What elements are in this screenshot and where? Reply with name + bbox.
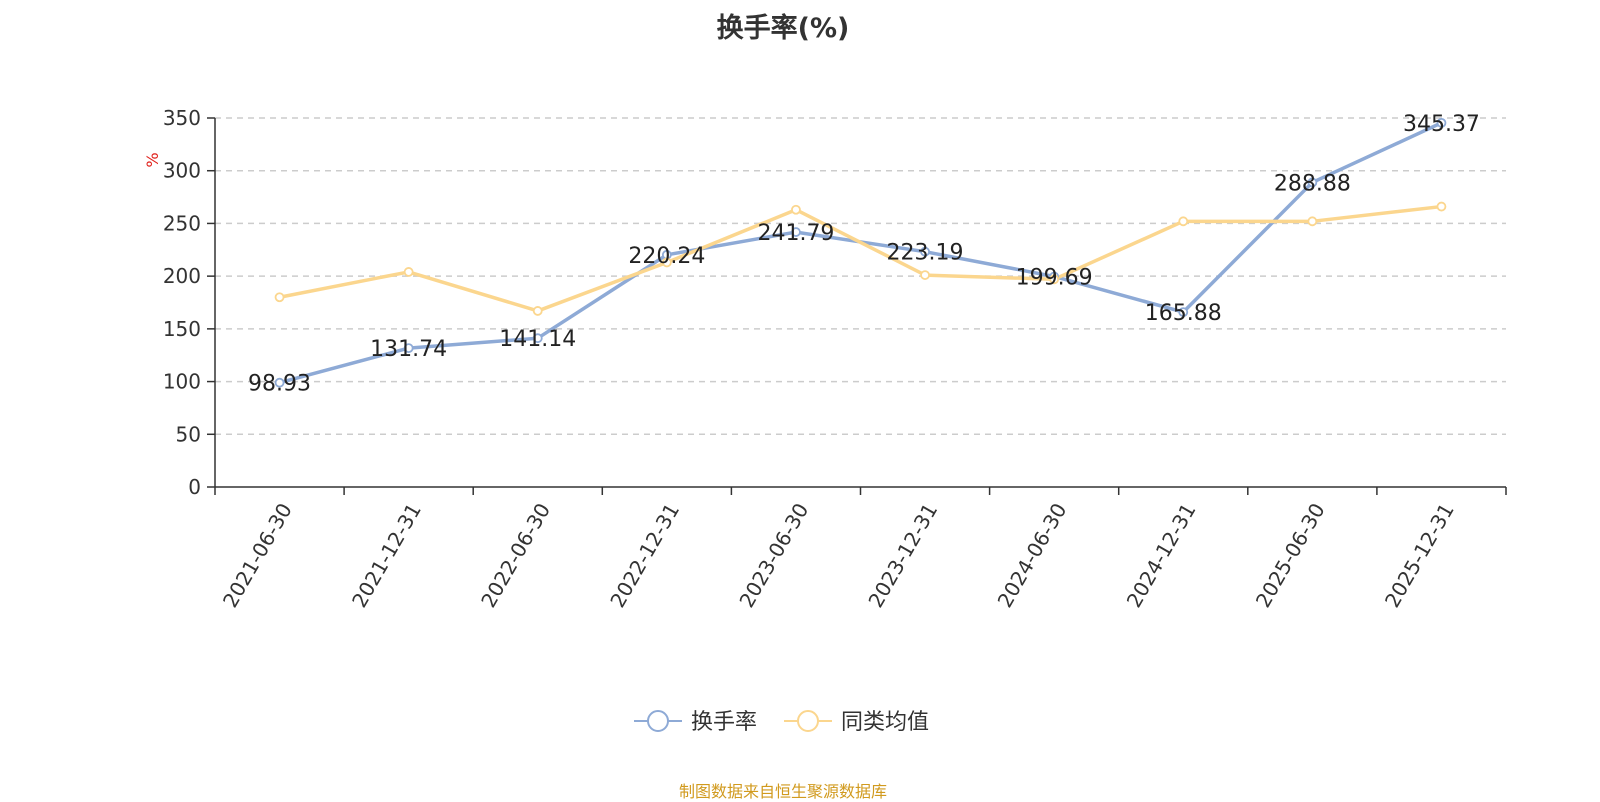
y-tick-label: 150 — [163, 317, 201, 341]
data-label-0-8: 288.88 — [1274, 171, 1351, 196]
y-tick-label: 0 — [188, 475, 201, 499]
data-point-1-0 — [274, 292, 285, 303]
data-label-0-1: 131.74 — [370, 337, 447, 362]
data-label-0-4: 241.79 — [757, 221, 834, 246]
data-point-0-2 — [532, 333, 543, 344]
x-tick-label: 2022-12-31 — [605, 499, 684, 612]
data-label-0-7: 165.88 — [1145, 301, 1222, 326]
data-point-1-7 — [1178, 216, 1189, 227]
data-point-0-7 — [1178, 307, 1189, 318]
x-axis-ticks: 2021-06-30 2021-12-31 2022-06-30 2022-12-31… — [214, 487, 1507, 612]
series-lines — [279, 121, 1443, 385]
data-label-0-6: 199.69 — [1016, 265, 1093, 290]
legend-label-1: 同类均值 — [841, 710, 929, 735]
series-line-1 — [279, 204, 1442, 313]
data-labels: 98.93 131.74 141.14 220.24 241.79 223.19 199.6… — [248, 112, 1480, 397]
data-point-1-3 — [661, 257, 672, 268]
series-line-0 — [279, 121, 1443, 385]
data-point-0-5 — [920, 246, 930, 257]
y-tick-label: 200 — [163, 264, 201, 288]
y-axis-ticks: 0 50 100 150 200 250 300 350 — [163, 106, 215, 499]
y-axis-label: % — [143, 152, 162, 167]
legend-marker-0 — [647, 710, 669, 732]
series-points — [274, 117, 1447, 388]
x-tick-label: 2025-06-30 — [1251, 499, 1330, 612]
chart-title: 换手率(%) — [716, 13, 850, 44]
x-tick-label: 2025-12-31 — [1380, 499, 1459, 612]
x-tick-label: 2024-12-31 — [1122, 499, 1201, 612]
data-label-0-3: 220.24 — [628, 244, 705, 269]
legend-label-0: 换手率 — [691, 710, 757, 735]
x-tick-label: 2022-06-30 — [476, 499, 555, 612]
y-tick-label: 250 — [163, 211, 201, 235]
data-point-0-1 — [403, 343, 414, 354]
data-point-1-2 — [532, 306, 543, 316]
x-tick-label: 2023-06-30 — [734, 499, 813, 612]
x-tick-label: 2021-06-30 — [218, 499, 297, 612]
data-point-1-6 — [1049, 274, 1060, 285]
data-point-1-4 — [791, 204, 801, 215]
data-point-1-1 — [403, 267, 414, 277]
y-tick-label: 300 — [163, 159, 201, 183]
data-point-0-0 — [274, 377, 285, 388]
data-point-0-9 — [1436, 117, 1447, 128]
x-tick-label: 2023-12-31 — [863, 499, 942, 612]
data-source-note: 制图数据来自恒生聚源数据库 — [678, 782, 887, 801]
data-point-0-8 — [1307, 177, 1318, 188]
y-tick-label: 50 — [176, 422, 201, 446]
data-label-0-5: 223.19 — [887, 241, 964, 266]
data-label-0-9: 345.37 — [1403, 112, 1480, 137]
line-chart: 0 50 100 150 200 250 300 350 2021-06-30 2021-12-… — [143, 106, 1507, 735]
data-label-0-0: 98.93 — [248, 372, 311, 397]
x-tick-label: 2021-12-31 — [347, 499, 426, 612]
data-point-1-5 — [920, 270, 930, 280]
legend: 换手率 同类均值 — [634, 710, 929, 735]
legend-marker-1 — [797, 710, 819, 732]
data-label-0-2: 141.14 — [499, 327, 576, 352]
data-point-1-9 — [1436, 201, 1447, 212]
data-point-0-4 — [791, 227, 801, 237]
y-tick-label: 350 — [163, 106, 201, 130]
data-point-1-8 — [1307, 216, 1318, 227]
y-tick-label: 100 — [163, 370, 201, 394]
x-tick-label: 2024-06-30 — [993, 499, 1072, 612]
